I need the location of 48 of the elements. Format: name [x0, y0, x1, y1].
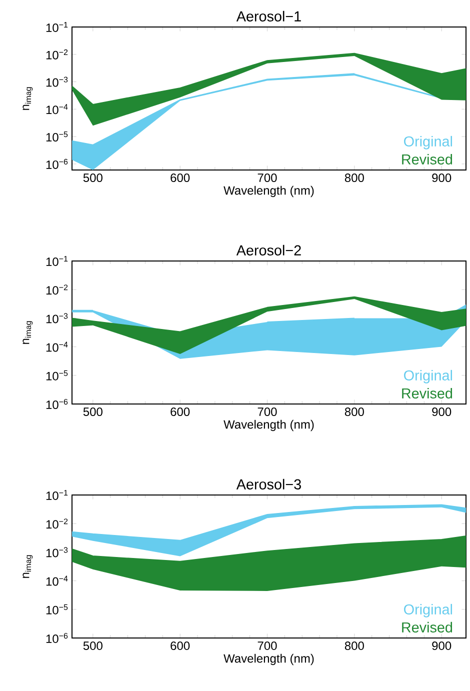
y-tick-label: 10$^{−1}$ [46, 256, 68, 266]
x-tick-label: 600 [170, 642, 190, 650]
y-tick-label: 10$^{−4}$ [46, 104, 68, 114]
text: Revised [402, 154, 452, 165]
y-tick-label: 10$^{−2}$ [46, 284, 68, 295]
x-tick-label: 700 [258, 408, 277, 416]
x-axis-title: Wavelength (nm) [224, 186, 314, 198]
y-tick-label: 10$^{−4}$ [46, 342, 68, 352]
x-tick-label: 700 [258, 642, 277, 650]
y-axis-title: n$_{imag}$ [22, 555, 33, 578]
text: Original [404, 370, 452, 384]
y-tick-label: 10$^{−5}$ [46, 132, 68, 142]
x-tick-label: 900 [432, 642, 452, 650]
y-tick-label: 10$^{−6}$ [46, 632, 68, 644]
x-tick-label: 600 [170, 408, 190, 416]
x-tick-label: 800 [344, 174, 364, 182]
y-tick-label: 10$^{−3}$ [46, 547, 68, 558]
y-axis-title: n$_{imag}$ [22, 87, 33, 110]
x-tick-label: 900 [432, 174, 452, 182]
x-axis-title: Wavelength (nm) [224, 420, 314, 432]
x-tick-label: 500 [83, 642, 102, 650]
x-tick-label: 700 [258, 174, 277, 182]
y-tick-label: 10$^{−2}$ [46, 49, 68, 60]
y-tick-label: 10$^{−3}$ [46, 76, 68, 87]
text: Revised [402, 388, 452, 399]
y-tick-label: 10$^{−2}$ [46, 518, 68, 529]
y-tick-label: 10$^{−5}$ [46, 370, 68, 380]
x-tick-label: 500 [83, 408, 102, 416]
y-tick-label: 10$^{−5}$ [46, 604, 68, 614]
y-tick-label: 10$^{−3}$ [46, 313, 68, 324]
chart-title: Aerosol−2 [236, 244, 301, 256]
x-axis-title: Wavelength (nm) [224, 654, 314, 666]
y-tick-label: 10$^{−6}$ [46, 158, 68, 169]
y-tick-label: 10$^{−6}$ [46, 398, 68, 410]
x-tick-label: 800 [344, 642, 364, 650]
y-axis-title: n$_{imag}$ [22, 321, 33, 344]
y-tick-label: 10$^{−4}$ [46, 576, 68, 586]
text: Original [404, 604, 452, 618]
x-tick-label: 900 [432, 408, 452, 416]
chart-title: Aerosol−1 [236, 10, 301, 22]
y-tick-label: 10$^{−1}$ [46, 22, 68, 32]
x-tick-label: 500 [83, 174, 102, 182]
x-tick-label: 800 [344, 408, 364, 416]
y-tick-label: 10$^{−1}$ [46, 490, 68, 500]
x-tick-label: 600 [170, 174, 190, 182]
text: Revised [402, 622, 452, 633]
chart-title: Aerosol−3 [236, 478, 301, 490]
text: Original [404, 136, 452, 150]
